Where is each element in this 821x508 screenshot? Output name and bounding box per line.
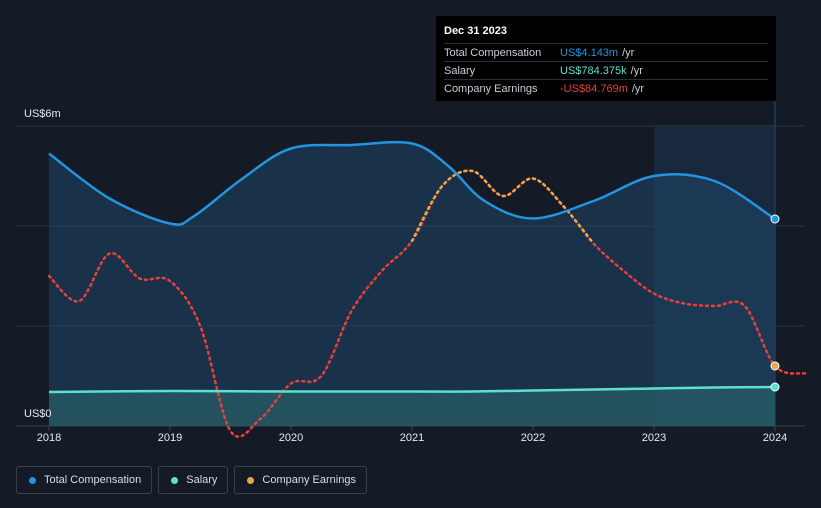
x-tick-label: 2022 — [520, 432, 546, 444]
tooltip-row-company-earnings: Company Earnings -US$84.769m /yr — [444, 79, 768, 97]
tooltip-row-salary: Salary US$784.375k /yr — [444, 61, 768, 79]
salary-area — [49, 387, 775, 426]
company-earnings-marker — [770, 361, 780, 371]
legend: Total Compensation Salary Company Earnin… — [16, 466, 367, 494]
x-tick-label: 2019 — [157, 432, 183, 444]
salary-line — [48, 385, 776, 394]
legend-dot-icon — [29, 476, 36, 484]
legend-item-total-compensation[interactable]: Total Compensation — [16, 466, 153, 494]
x-tick-label: 2021 — [399, 432, 425, 444]
y-tick-label-zero: US$0 — [24, 408, 52, 420]
series-lines — [47, 140, 807, 438]
legend-item-salary[interactable]: Salary — [158, 466, 229, 494]
tooltip-unit: /yr — [630, 64, 643, 77]
tooltip-value: US$784.375k — [560, 64, 627, 77]
legend-label: Company Earnings — [262, 474, 356, 486]
tooltip-row-total-compensation: Total Compensation US$4.143m /yr — [444, 43, 768, 61]
x-tick-label: 2018 — [36, 432, 62, 444]
x-tick-label: 2020 — [278, 432, 304, 444]
series-markers — [770, 214, 780, 392]
legend-item-company-earnings[interactable]: Company Earnings — [234, 466, 367, 494]
tooltip-value: -US$84.769m — [560, 82, 628, 95]
x-tick-label: 2023 — [641, 432, 667, 444]
tooltip-label: Total Compensation — [444, 46, 542, 59]
tooltip-value: US$4.143m — [560, 46, 619, 59]
series-areas — [49, 142, 775, 426]
y-tick-label-max: US$6m — [24, 108, 61, 120]
legend-dot-icon — [247, 476, 255, 484]
legend-dot-icon — [171, 476, 179, 484]
salary-marker — [770, 382, 780, 392]
total-compensation-line — [48, 140, 776, 226]
total-compensation-area — [49, 142, 775, 426]
total-compensation-marker — [770, 214, 780, 224]
legend-label: Total Compensation — [44, 474, 142, 486]
legend-label: Salary — [186, 474, 218, 486]
tooltip-date: Dec 31 2023 — [444, 25, 507, 37]
hover-tooltip: Dec 31 2023 Total Compensation US$4.143m… — [436, 16, 776, 101]
tooltip-unit: /yr — [622, 46, 635, 59]
tooltip-unit: /yr — [631, 82, 645, 95]
tooltip-label: Company Earnings — [444, 82, 538, 95]
company-earnings-line-above — [410, 169, 595, 245]
x-tick-label: 2024 — [762, 432, 788, 444]
tooltip-label: Salary — [444, 64, 476, 77]
